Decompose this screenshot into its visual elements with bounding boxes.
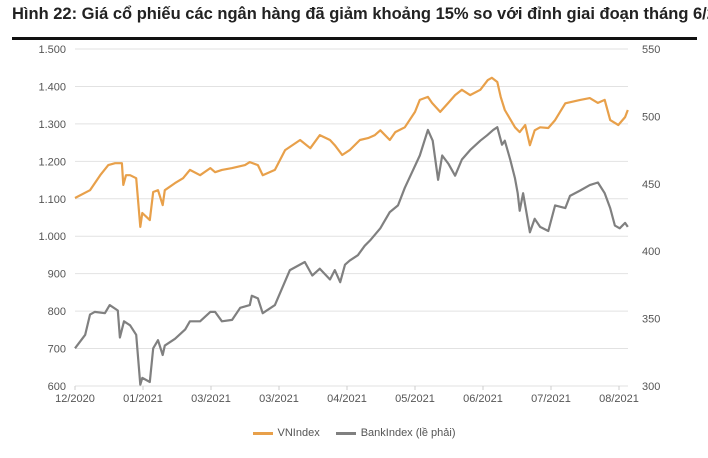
y-left-tick-label: 1.100 (38, 194, 66, 206)
y-right-tick-label: 400 (642, 246, 660, 258)
y-right-tick-label: 500 (642, 111, 660, 123)
y-left-tick-label: 900 (48, 269, 66, 281)
y-left-tick-label: 1.000 (38, 231, 66, 243)
legend-item-bankindex: BankIndex (lề phải) (335, 427, 456, 439)
x-tick-label: 06/2021 (463, 393, 503, 405)
y-left-tick-label: 1.200 (38, 156, 66, 168)
y-right-tick-label: 450 (642, 179, 660, 191)
x-tick-label: 03/2021 (191, 393, 231, 405)
legend-swatch-vnindex (252, 431, 273, 435)
x-tick-label: 01/2021 (123, 393, 163, 405)
legend-swatch-bankindex (335, 431, 356, 435)
legend-item-vnindex: VNIndex (252, 427, 320, 439)
y-right-tick-label: 550 (642, 44, 660, 56)
series-line-bankindex (74, 126, 629, 386)
legend-label-bankindex: BankIndex (lề phải) (360, 427, 456, 439)
x-tick-label: 07/2021 (531, 393, 571, 405)
chart-title: Hình 22: Giá cổ phiếu các ngân hàng đã g… (12, 5, 708, 23)
y-left-tick-label: 800 (48, 306, 66, 318)
series-line-vnindex (74, 76, 629, 228)
title-divider (12, 37, 697, 40)
y-right-tick-label: 350 (642, 314, 660, 326)
x-tick-label: 08/2021 (599, 393, 639, 405)
y-left-tick-label: 600 (48, 381, 66, 393)
y-left-tick-label: 1.400 (38, 81, 66, 93)
y-left-tick-label: 700 (48, 344, 66, 356)
legend-label-vnindex: VNIndex (277, 427, 320, 439)
legend: VNIndex BankIndex (lề phải) (0, 427, 708, 439)
y-left-tick-label: 1.300 (38, 119, 66, 131)
x-tick-label: 12/2020 (55, 393, 95, 405)
y-right-tick-label: 300 (642, 381, 660, 393)
y-left-tick-label: 1.500 (38, 44, 66, 56)
x-tick-label: 04/2021 (327, 393, 367, 405)
x-tick-label: 05/2021 (395, 393, 435, 405)
x-tick-label: 03/2021 (259, 393, 299, 405)
